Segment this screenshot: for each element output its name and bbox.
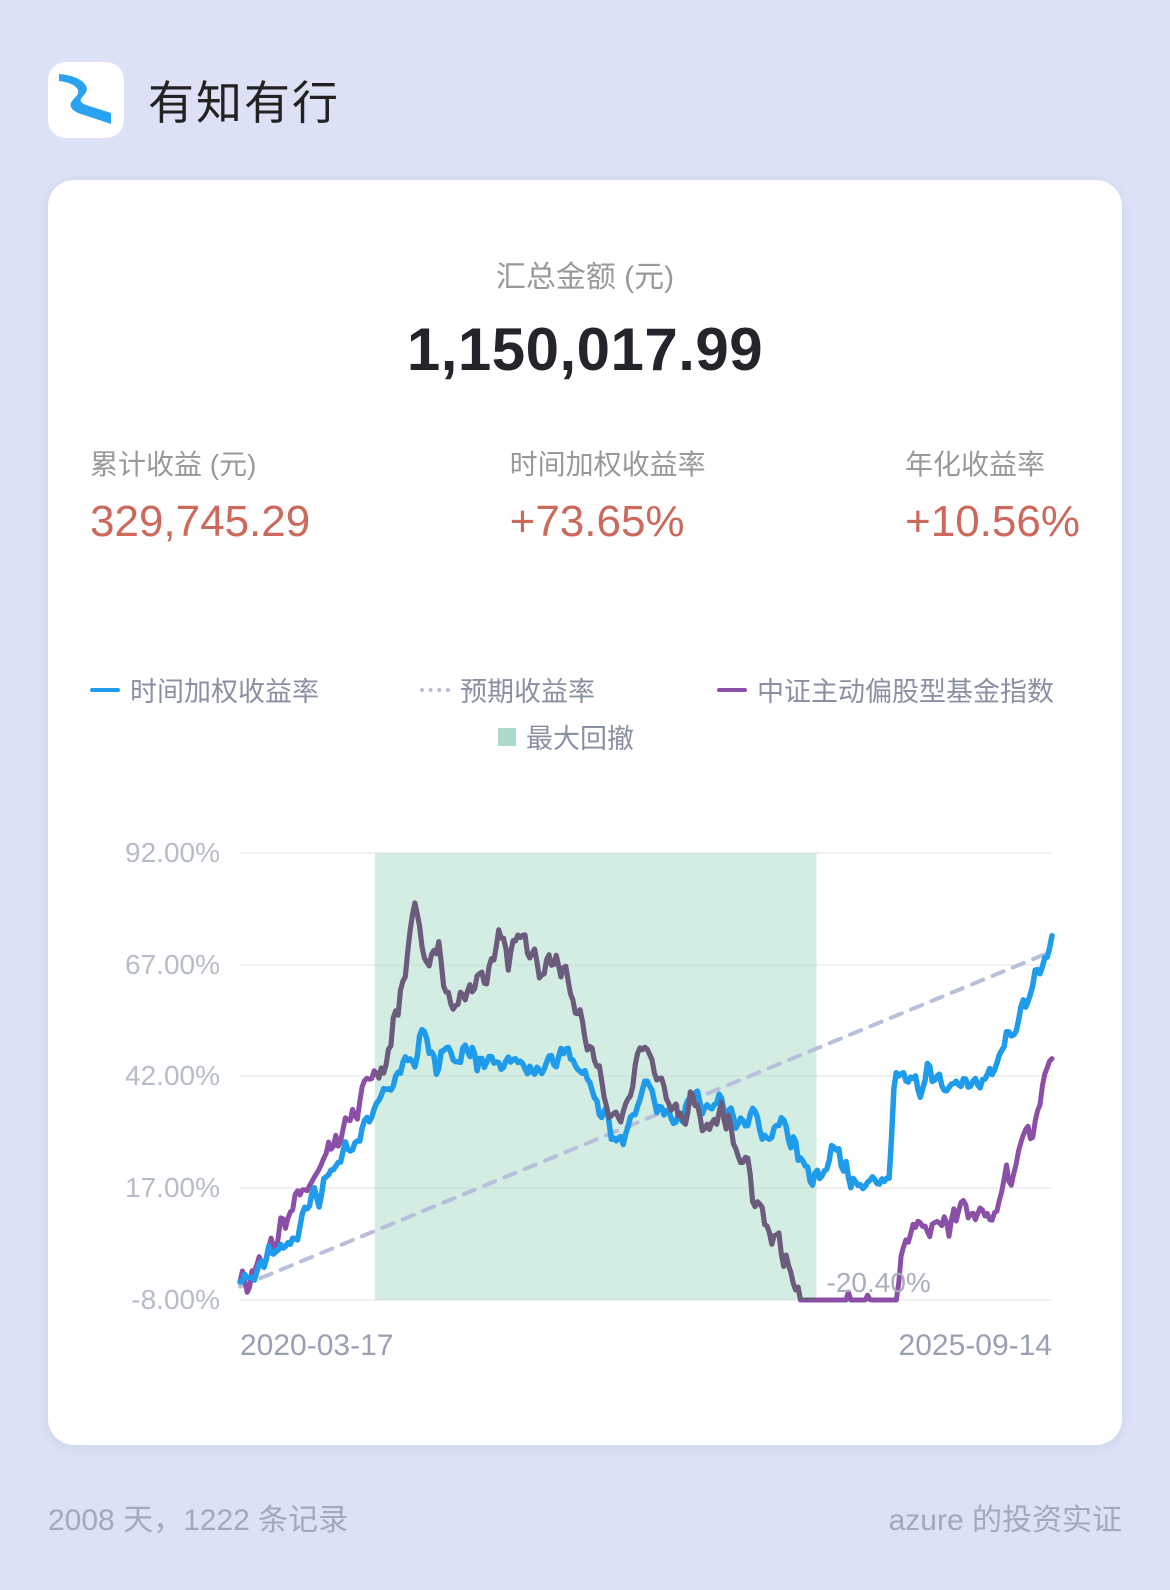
svg-text:42.00%: 42.00% xyxy=(125,1060,220,1091)
svg-text:-8.00%: -8.00% xyxy=(131,1284,220,1315)
svg-text:17.00%: 17.00% xyxy=(125,1172,220,1203)
svg-text:2025-09-14: 2025-09-14 xyxy=(899,1329,1052,1362)
svg-text:92.00%: 92.00% xyxy=(125,837,220,868)
svg-text:-20.40%: -20.40% xyxy=(827,1267,931,1298)
svg-text:67.00%: 67.00% xyxy=(125,949,220,980)
svg-text:2020-03-17: 2020-03-17 xyxy=(240,1329,393,1362)
